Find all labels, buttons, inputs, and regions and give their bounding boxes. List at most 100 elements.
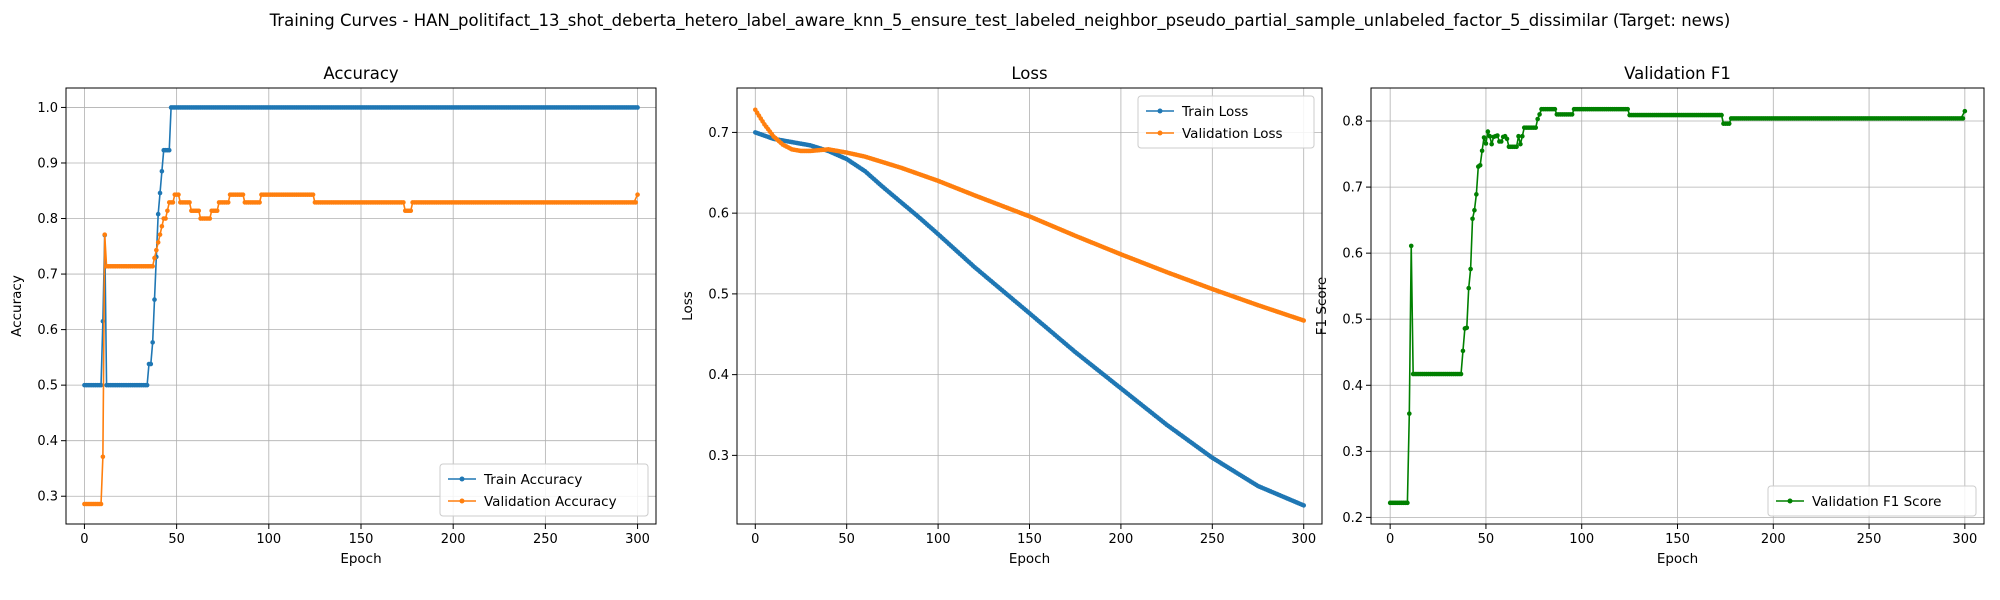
y-tick-label: 0.3 [37, 490, 58, 505]
y-tick-label: 0.8 [37, 212, 58, 227]
y-tick-label: 0.7 [37, 268, 58, 283]
data-point [240, 192, 246, 197]
legend-box [1137, 95, 1315, 149]
series-0 [82, 105, 640, 388]
data-point [1466, 285, 1471, 291]
y-axis-label: Accuracy [9, 275, 25, 337]
legend-swatch-marker [1787, 498, 1793, 504]
x-tick-label: 300 [1291, 532, 1316, 547]
data-point [1960, 116, 1966, 121]
data-point [1516, 133, 1521, 139]
data-point [1485, 129, 1491, 134]
x-tick-label: 100 [926, 532, 951, 547]
legend: Train Loss Validation Loss [1137, 95, 1315, 149]
data-point [1719, 112, 1724, 118]
x-tick-label: 50 [168, 532, 185, 547]
data-point [1479, 148, 1485, 154]
data-point [170, 200, 176, 205]
legend-swatch-marker [459, 498, 465, 504]
data-point [1474, 192, 1479, 197]
x-tick-label: 300 [625, 532, 650, 547]
x-tick-label: 100 [1569, 532, 1594, 547]
data-point [152, 297, 157, 302]
x-axis-label: Epoch [1009, 551, 1050, 567]
data-point [1477, 162, 1483, 168]
y-tick-label: 0.9 [37, 156, 58, 171]
legend: Validation F1 Score [1767, 485, 1977, 517]
y-tick-label: 0.3 [1342, 445, 1363, 460]
y-tick-label: 0.8 [1342, 115, 1363, 130]
legend-swatch-marker [459, 476, 465, 482]
x-axis-label: Epoch [340, 551, 381, 567]
data-point [165, 208, 170, 214]
x-tick-label: 100 [256, 532, 281, 547]
chart-1: 0 50 100 150 200 250 300 0.3 0.4 0.5 0.6 0.7 Loss Epo… [680, 64, 1323, 567]
figure-suptitle: Training Curves - HAN_politifact_13_shot… [269, 11, 1731, 31]
x-tick-label: 200 [1108, 532, 1133, 547]
data-point [98, 382, 104, 388]
data-point [1625, 106, 1630, 112]
y-tick-label: 0.5 [1342, 313, 1363, 328]
legend-box [439, 463, 649, 517]
data-point [155, 240, 161, 245]
series-0 [752, 130, 1307, 508]
x-tick-label: 50 [838, 532, 855, 547]
data-point [1481, 135, 1487, 140]
data-point [1504, 136, 1510, 142]
x-tick-label: 150 [1665, 532, 1690, 547]
data-point [187, 200, 192, 205]
x-tick-label: 50 [1478, 532, 1495, 547]
data-point [1472, 207, 1477, 213]
data-point [257, 200, 262, 205]
data-point [207, 216, 213, 221]
data-point [408, 208, 414, 214]
data-point [1460, 348, 1466, 354]
x-tick-label: 0 [751, 532, 759, 547]
y-tick-label: 0.6 [37, 323, 58, 338]
x-tick-label: 250 [533, 532, 558, 547]
data-point [214, 208, 220, 214]
chart-title: Accuracy [323, 64, 399, 83]
x-tick-label: 200 [1761, 532, 1786, 547]
x-tick-label: 250 [1200, 532, 1225, 547]
legend-entry-label: Validation Loss [1182, 126, 1283, 142]
data-point [1458, 371, 1464, 377]
data-point [1726, 121, 1732, 126]
data-point [225, 200, 231, 205]
data-point [159, 224, 165, 229]
legend-box [1767, 485, 1977, 517]
data-point [1495, 133, 1500, 138]
y-tick-label: 0.5 [708, 287, 729, 302]
data-point [1520, 133, 1525, 139]
data-point [102, 232, 108, 237]
series-1 [752, 107, 1307, 323]
data-point [1514, 144, 1519, 150]
data-point [157, 232, 163, 237]
data-point [635, 192, 640, 197]
chart-2: 0 50 100 150 200 250 300 0.2 0.3 0.4 0.5 0.6 0.7 0.8 V… [1314, 64, 1985, 567]
data-point [98, 501, 104, 507]
x-tick-label: 150 [1017, 532, 1042, 547]
data-point [1533, 125, 1539, 130]
data-point [1535, 116, 1540, 122]
chart-title: Loss [1011, 64, 1047, 83]
y-tick-label: 0.4 [1342, 379, 1363, 394]
data-point [635, 105, 640, 110]
data-point [152, 255, 157, 261]
data-point [166, 147, 172, 153]
series-1 [82, 192, 640, 507]
data-point [163, 216, 168, 221]
legend-swatch-marker [1157, 108, 1163, 114]
data-point [310, 192, 316, 197]
y-axis-label: Loss [680, 291, 696, 321]
y-axis-label: F1 Score [1314, 277, 1330, 335]
data-point [1552, 106, 1558, 112]
chart-title: Validation F1 [1624, 64, 1731, 83]
legend: Train Accuracy Validation Accuracy [439, 463, 649, 517]
data-point [1483, 141, 1489, 146]
data-point [157, 190, 163, 196]
x-tick-label: 0 [80, 532, 88, 547]
y-tick-label: 0.4 [37, 434, 58, 449]
